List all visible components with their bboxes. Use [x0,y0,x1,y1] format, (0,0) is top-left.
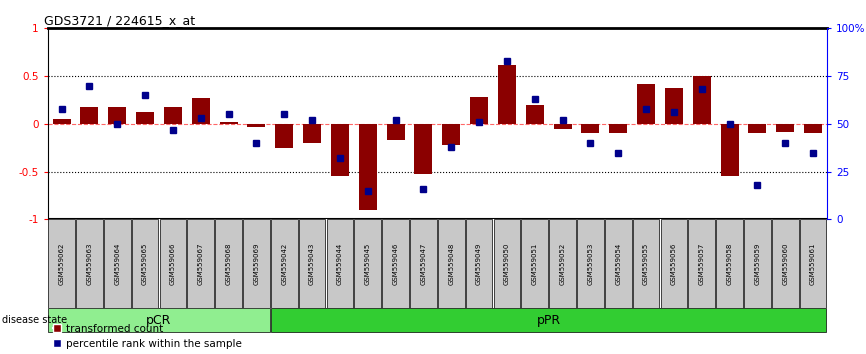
FancyBboxPatch shape [661,219,688,308]
FancyBboxPatch shape [271,219,298,308]
Text: GSM559056: GSM559056 [671,242,677,285]
Bar [498,65,516,124]
Text: GSM559043: GSM559043 [309,242,315,285]
FancyBboxPatch shape [438,219,464,308]
FancyBboxPatch shape [688,219,715,308]
FancyBboxPatch shape [271,308,826,332]
Bar [248,124,266,127]
Text: disease state: disease state [2,315,67,325]
FancyBboxPatch shape [48,308,270,332]
Bar [693,76,711,124]
FancyBboxPatch shape [744,219,771,308]
Bar [776,124,794,132]
Bar [721,124,739,176]
Bar [609,124,627,133]
Text: GDS3721 / 224615_x_at: GDS3721 / 224615_x_at [43,14,195,27]
FancyBboxPatch shape [410,219,436,308]
Text: GSM559057: GSM559057 [699,242,705,285]
Bar [136,113,154,124]
Bar [81,107,99,124]
Text: GSM559066: GSM559066 [170,242,176,285]
FancyBboxPatch shape [104,219,131,308]
Bar [275,124,294,148]
Text: GSM559044: GSM559044 [337,242,343,285]
Bar [553,124,572,129]
FancyBboxPatch shape [633,219,659,308]
FancyBboxPatch shape [716,219,743,308]
Text: GSM559063: GSM559063 [87,242,93,285]
Text: GSM559052: GSM559052 [559,242,565,285]
Bar [748,124,766,133]
Text: GSM559045: GSM559045 [365,242,371,285]
Legend: transformed count, percentile rank within the sample: transformed count, percentile rank withi… [53,324,242,349]
Bar [581,124,599,133]
FancyBboxPatch shape [132,219,158,308]
FancyBboxPatch shape [326,219,353,308]
Bar [191,98,210,124]
FancyBboxPatch shape [382,219,409,308]
Text: GSM559048: GSM559048 [449,242,455,285]
Bar [526,105,544,124]
Bar [359,124,377,210]
Text: GSM559060: GSM559060 [782,242,788,285]
Bar [53,119,71,124]
Text: GSM559068: GSM559068 [225,242,231,285]
FancyBboxPatch shape [243,219,269,308]
Bar [331,124,349,176]
Bar [470,97,488,124]
Bar [108,107,126,124]
Bar [637,84,656,124]
Text: GSM559067: GSM559067 [197,242,204,285]
Text: pCR: pCR [146,314,171,327]
FancyBboxPatch shape [354,219,381,308]
FancyBboxPatch shape [521,219,548,308]
Text: GSM559051: GSM559051 [532,242,538,285]
Bar [804,124,822,133]
Text: GSM559042: GSM559042 [281,242,288,285]
Bar [303,124,321,143]
FancyBboxPatch shape [800,219,826,308]
FancyBboxPatch shape [549,219,576,308]
FancyBboxPatch shape [466,219,493,308]
Bar [665,87,683,124]
Text: GSM559055: GSM559055 [643,242,650,285]
Text: GSM559058: GSM559058 [727,242,733,285]
Text: GSM559059: GSM559059 [754,242,760,285]
Text: GSM559054: GSM559054 [615,242,621,285]
Bar [219,122,237,124]
Bar [443,124,461,145]
Text: GSM559062: GSM559062 [59,242,65,285]
Text: GSM559046: GSM559046 [392,242,398,285]
FancyBboxPatch shape [577,219,604,308]
Text: GSM559053: GSM559053 [587,242,593,285]
Bar [164,107,182,124]
FancyBboxPatch shape [604,219,631,308]
FancyBboxPatch shape [772,219,798,308]
Text: GSM559050: GSM559050 [504,242,510,285]
Text: GSM559047: GSM559047 [420,242,426,285]
Text: GSM559069: GSM559069 [254,242,260,285]
Bar [386,124,404,140]
Bar [414,124,432,173]
FancyBboxPatch shape [48,219,74,308]
Text: GSM559065: GSM559065 [142,242,148,285]
Text: GSM559061: GSM559061 [810,242,816,285]
Text: pPR: pPR [537,314,561,327]
FancyBboxPatch shape [159,219,186,308]
FancyBboxPatch shape [187,219,214,308]
Text: GSM559049: GSM559049 [476,242,482,285]
FancyBboxPatch shape [494,219,520,308]
FancyBboxPatch shape [215,219,242,308]
FancyBboxPatch shape [76,219,103,308]
Text: GSM559064: GSM559064 [114,242,120,285]
FancyBboxPatch shape [299,219,326,308]
